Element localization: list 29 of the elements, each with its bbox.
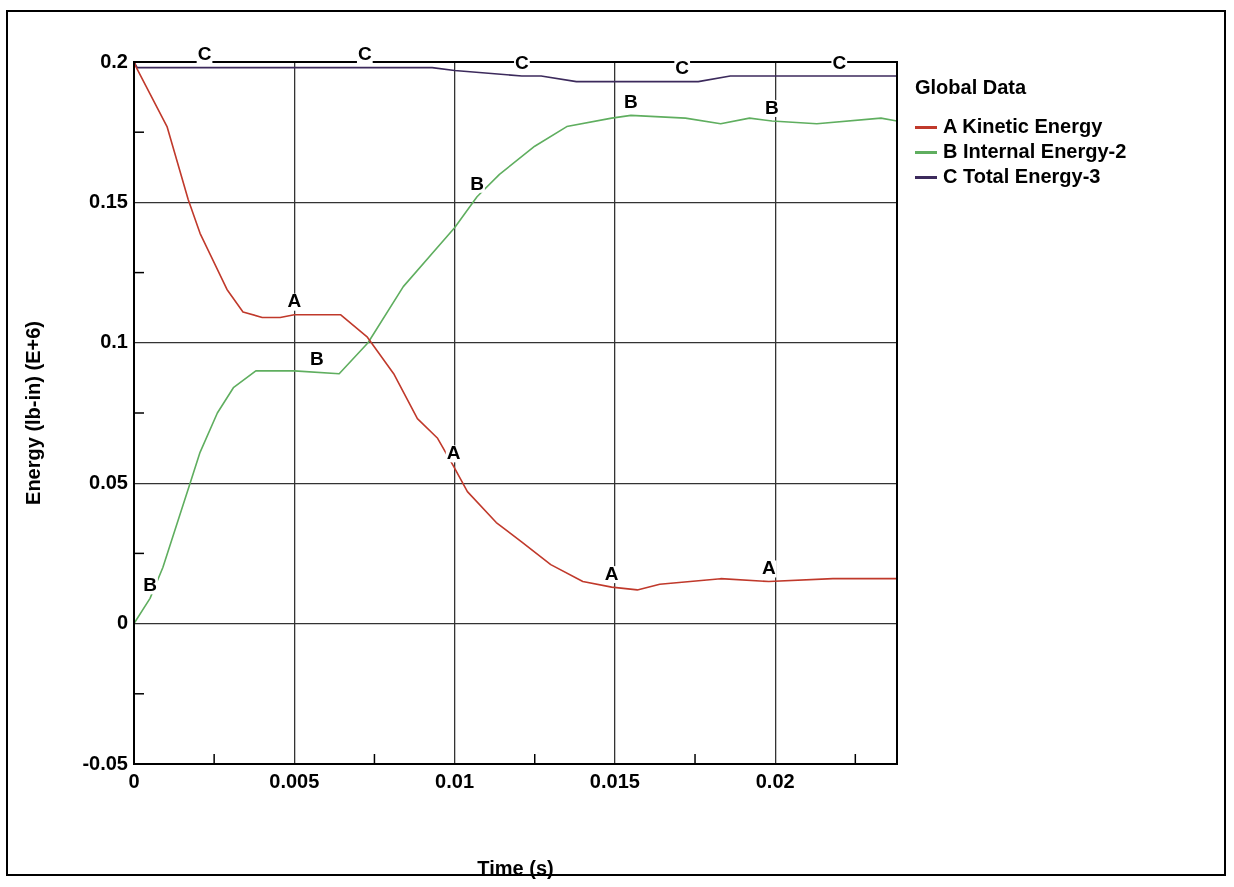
annotation: C [675, 57, 690, 79]
annotation: C [515, 51, 530, 73]
y-tick-label: 0.2 [100, 49, 128, 72]
annotation: B [765, 96, 779, 118]
annotation: A [287, 290, 302, 312]
x-tick-label: 0.015 [589, 769, 640, 792]
annotation: C [197, 43, 212, 65]
legend-label: B Internal Energy-2 [943, 140, 1127, 163]
x-tick-label: 0.01 [435, 769, 475, 792]
annotation: A [761, 557, 776, 579]
y-tick-label: -0.05 [82, 751, 128, 774]
annotation: A [446, 442, 461, 464]
y-tick-label: 0 [116, 611, 128, 634]
annotation: B [624, 91, 638, 113]
annotation: B [309, 348, 324, 370]
annotation: C [357, 43, 372, 65]
y-tick-label: 0.1 [100, 330, 128, 353]
legend-title: Global Data [915, 76, 1027, 99]
annotation: B [143, 574, 157, 596]
y-axis-title: Energy (lb-in) (E+6) [21, 321, 44, 505]
y-tick-label: 0.15 [89, 189, 128, 212]
y-tick-label: 0.05 [89, 470, 128, 493]
x-tick-label: 0.02 [755, 769, 795, 792]
annotation: A [604, 562, 619, 584]
annotation: B [470, 172, 484, 194]
annotation: C [832, 51, 847, 73]
x-tick-label: 0.005 [269, 769, 320, 792]
legend-label: A Kinetic Energy [943, 115, 1103, 138]
legend-label: C Total Energy-3 [943, 165, 1101, 188]
